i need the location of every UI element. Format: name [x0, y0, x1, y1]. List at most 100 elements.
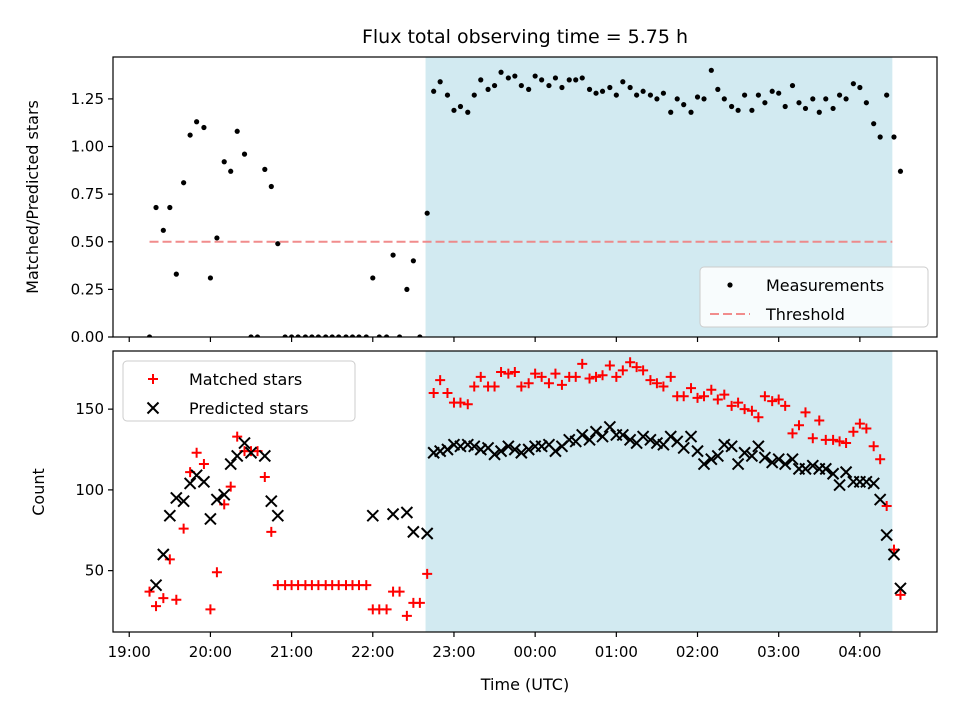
measurement-point — [221, 159, 227, 165]
measurement-point — [721, 96, 727, 102]
measurement-point — [552, 75, 559, 81]
measurement-point — [323, 334, 329, 337]
matched-point — [651, 378, 662, 389]
measurement-point — [329, 334, 335, 337]
matched-point — [442, 387, 453, 398]
predicted-point — [576, 428, 589, 442]
measurement-point — [410, 258, 416, 264]
predicted-point — [705, 452, 718, 466]
measurement-point — [437, 79, 443, 85]
measurement-point — [262, 166, 268, 172]
data-marks — [144, 357, 907, 621]
y-axis-label-ratio: Matched/Predicted stars — [23, 100, 42, 294]
matched-point — [868, 441, 879, 452]
measurement-point — [823, 96, 829, 102]
y-axis-label-count: Count — [29, 468, 48, 516]
series-measurements — [146, 67, 904, 337]
legend-label: Measurements — [766, 276, 884, 295]
x-tick-label: 04:00 — [838, 643, 881, 661]
matched-point — [841, 438, 852, 449]
measurement-point — [674, 96, 680, 102]
measurement-point — [194, 119, 200, 125]
matched-point — [428, 387, 439, 398]
predicted-point — [177, 494, 190, 508]
legend: Measurements Threshold — [699, 266, 929, 328]
measurement-point — [491, 82, 498, 89]
matched-point — [536, 371, 547, 382]
matched-point — [767, 396, 778, 407]
matched-point — [726, 400, 737, 411]
predicted-point — [887, 548, 901, 561]
predicted-point — [636, 430, 650, 443]
measurement-point — [457, 103, 464, 110]
y-tick-label: 1.00 — [71, 138, 104, 156]
predicted-point — [231, 449, 244, 463]
measurement-point — [505, 75, 511, 81]
matched-point — [543, 378, 554, 389]
y-tick-label: 150 — [75, 400, 104, 418]
legend-plus-icon — [148, 374, 158, 384]
x-tick-label: 02:00 — [676, 643, 719, 661]
measurement-point — [586, 86, 593, 92]
matched-point — [746, 405, 757, 416]
measurement-point — [749, 107, 755, 113]
predicted-point — [664, 430, 677, 443]
measurement-point — [836, 92, 843, 98]
predicted-point — [711, 449, 725, 463]
x-tick-label: 23:00 — [432, 643, 475, 661]
measurement-point — [146, 334, 153, 337]
matched-point — [523, 378, 534, 389]
measurement-point — [546, 82, 552, 89]
measurement-point — [668, 109, 674, 115]
matched-point — [550, 368, 561, 379]
matched-point — [645, 375, 656, 386]
measurement-point — [796, 100, 802, 106]
predicted-point — [271, 509, 285, 522]
matched-point — [361, 580, 372, 591]
predicted-point — [583, 433, 596, 447]
y-tick-label: 0.00 — [71, 328, 104, 346]
matched-point — [158, 593, 169, 604]
measurement-point — [417, 334, 423, 337]
measurement-point — [810, 96, 816, 102]
axes-frame — [112, 350, 938, 633]
matched-point — [881, 501, 892, 512]
measurement-point — [647, 92, 654, 98]
measurement-point — [390, 252, 396, 258]
matched-point — [787, 428, 798, 439]
measurement-point — [248, 334, 254, 337]
measurement-point — [396, 334, 403, 337]
predicted-point — [224, 457, 237, 471]
matched-point — [814, 415, 825, 426]
matched-point — [422, 568, 433, 579]
measurement-point — [471, 92, 477, 98]
measurement-point — [755, 92, 761, 98]
x-tick-label: 01:00 — [595, 643, 638, 661]
measurement-point — [532, 73, 538, 79]
matched-point — [394, 586, 405, 597]
predicted-point — [745, 449, 759, 463]
predicted-point — [718, 438, 731, 451]
legend-box — [699, 266, 929, 328]
measurement-point — [512, 73, 518, 79]
measurement-point — [383, 334, 390, 337]
measurement-point — [356, 334, 362, 337]
measurement-point — [241, 151, 248, 157]
measurement-point — [201, 124, 207, 131]
measurement-point — [289, 334, 295, 337]
predicted-point — [502, 440, 515, 453]
matched-point — [828, 434, 839, 445]
measurement-point — [863, 100, 869, 106]
matched-point — [665, 371, 676, 382]
matched-point — [875, 454, 886, 465]
matched-point — [848, 426, 859, 437]
matched-point — [773, 394, 784, 405]
measurement-point — [478, 77, 484, 83]
predicted-point — [799, 462, 812, 476]
predicted-point — [400, 506, 414, 519]
y-tick-label: 0.75 — [71, 185, 104, 203]
matched-point — [469, 381, 480, 392]
predicted-point — [474, 443, 487, 456]
predicted-point — [596, 430, 609, 443]
measurement-point — [762, 100, 768, 106]
